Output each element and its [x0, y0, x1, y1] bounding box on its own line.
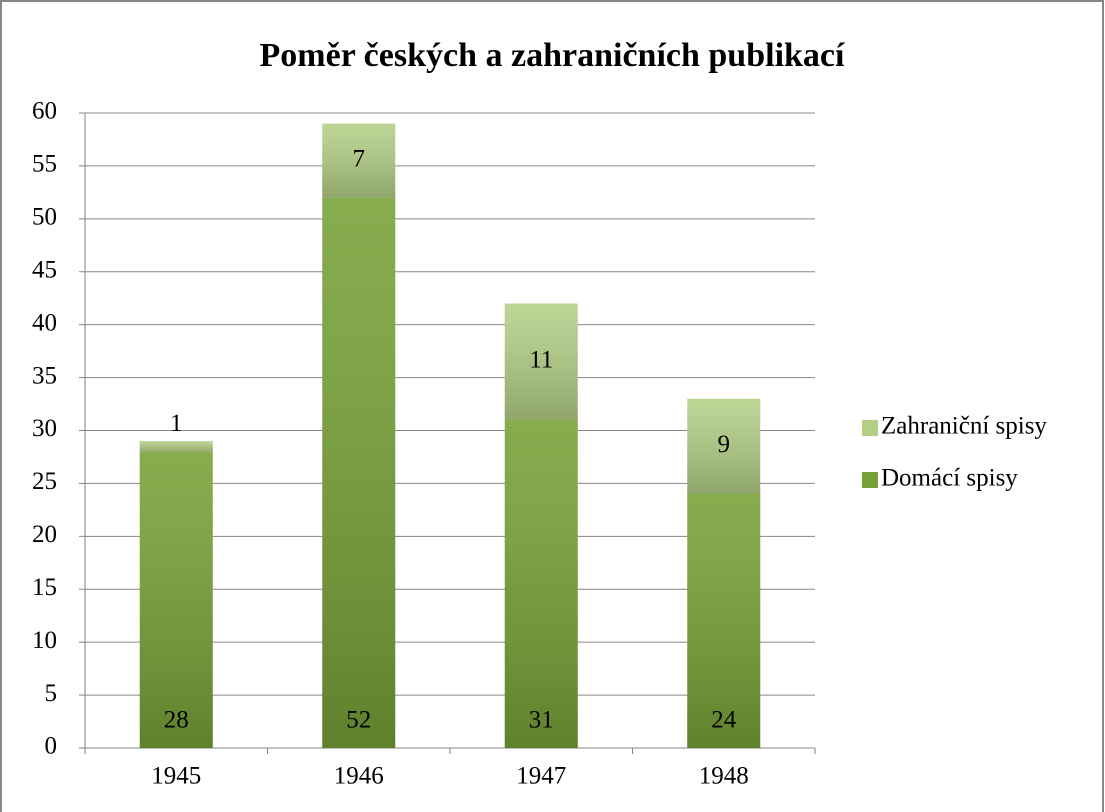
bar-shade — [322, 197, 396, 748]
legend-label: Zahraniční spisy — [881, 413, 1047, 440]
y-tick-label: 45 — [32, 256, 57, 283]
y-tick-label: 20 — [32, 521, 57, 548]
bar-shade — [504, 303, 578, 420]
data-label: 11 — [529, 346, 553, 373]
y-tick-label: 40 — [32, 309, 57, 336]
y-tick-label: 50 — [32, 204, 57, 231]
data-label: 31 — [529, 707, 554, 734]
x-tick-label: 1945 — [151, 763, 201, 790]
y-tick-label: 35 — [32, 362, 57, 389]
bar-shade — [687, 494, 761, 748]
bar-shade — [139, 441, 213, 452]
legend-swatch — [862, 420, 878, 436]
y-tick-label: 55 — [32, 151, 57, 178]
bar-shade — [139, 451, 213, 748]
legend-label: Domácí spisy — [881, 465, 1018, 492]
x-tick-label: 1947 — [516, 763, 566, 790]
x-tick-label: 1948 — [699, 763, 749, 790]
y-tick-label: 60 — [32, 98, 57, 125]
data-label: 1 — [170, 410, 183, 437]
bar-shade — [687, 398, 761, 494]
data-label: 52 — [346, 707, 371, 734]
data-label: 9 — [718, 431, 731, 458]
y-tick-label: 5 — [45, 680, 58, 707]
data-label: 7 — [353, 145, 366, 172]
y-tick-label: 25 — [32, 468, 57, 495]
y-tick-label: 0 — [45, 733, 58, 760]
bar-shade — [322, 123, 396, 198]
legend-swatch — [862, 472, 878, 488]
x-tick-label: 1946 — [334, 763, 384, 790]
data-label: 28 — [164, 707, 189, 734]
data-label: 24 — [711, 707, 737, 734]
y-tick-label: 10 — [32, 627, 57, 654]
y-tick-label: 15 — [32, 574, 57, 601]
bar-shade — [504, 419, 578, 748]
chart-title: Poměr českých a zahraničních publikací — [260, 37, 845, 74]
y-tick-label: 30 — [32, 415, 57, 442]
